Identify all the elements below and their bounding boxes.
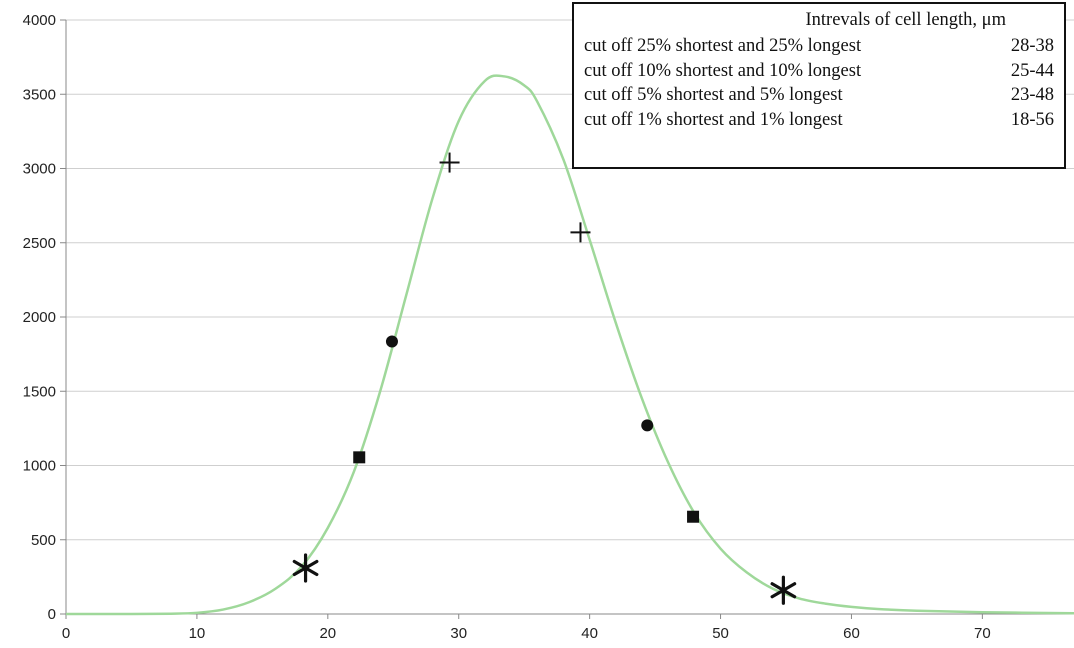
marker-asterisk-arm (781, 588, 797, 599)
y-tick-label: 3500 (23, 86, 56, 103)
x-tick-label: 20 (319, 625, 336, 642)
curve-layer (65, 74, 1074, 616)
legend-row-range: 18-56 (1010, 109, 1054, 130)
marker-asterisk-arm (303, 559, 319, 570)
marker-asterisk-arm (292, 559, 308, 570)
legend-row-range: 28-38 (1010, 36, 1054, 56)
y-tick-label: 500 (31, 532, 56, 549)
y-tick-label: 1000 (23, 458, 56, 475)
x-tick-label: 60 (843, 625, 860, 642)
marker-asterisk (292, 553, 319, 583)
marker-asterisk-arm (292, 566, 308, 577)
legend-row-label: cut off 5% shortest and 5% longest (584, 85, 843, 105)
legend-row-range: 25-44 (1010, 60, 1054, 81)
marker-layer (292, 152, 797, 605)
legend-row-label: cut off 1% shortest and 1% longest (584, 109, 843, 130)
grid (66, 19, 1074, 615)
legend-header: Intrevals of cell length, μm (805, 10, 1006, 30)
legend-row: cut off 1% shortest and 1% longest 18-56 (584, 108, 1054, 133)
y-tick-label: 4000 (23, 12, 56, 29)
y-tick-label: 3000 (23, 161, 56, 178)
legend: Intrevals of cell length, μm cut off 25%… (572, 2, 1066, 169)
y-tick-label: 1500 (23, 383, 56, 400)
marker-plus (570, 222, 591, 243)
legend-row-range: 23-48 (1010, 85, 1054, 105)
x-tick-label: 50 (712, 625, 729, 642)
x-tick-label: 40 (581, 625, 598, 642)
legend-row-label: cut off 25% shortest and 25% longest (584, 36, 862, 56)
y-tick-label: 0 (48, 606, 56, 623)
legend-row-label: cut off 10% shortest and 10% longest (584, 60, 862, 81)
marker-asterisk (770, 575, 797, 605)
legend-row: cut off 5% shortest and 5% longest 23-48 (584, 83, 1054, 108)
x-tick-label: 10 (189, 625, 206, 642)
y-tick-label: 2000 (23, 309, 56, 326)
marker-asterisk-arm (781, 582, 797, 592)
y-tick-label: 2500 (23, 235, 56, 252)
x-tick-label: 70 (974, 625, 991, 642)
x-tick-label: 0 (62, 625, 70, 642)
series-line (65, 74, 1074, 616)
marker-square (687, 510, 700, 523)
x-tick-label: 30 (450, 625, 467, 642)
legend-row: cut off 10% shortest and 10% longest 25-… (584, 59, 1054, 84)
marker-asterisk-arm (770, 582, 785, 592)
marker-asterisk-arm (303, 566, 319, 577)
legend-row: cut off 25% shortest and 25% longest 28-… (584, 34, 1054, 59)
marker-plus (439, 152, 460, 173)
marker-square (353, 451, 366, 464)
marker-asterisk-arm (770, 588, 785, 599)
axes: 0 500 1000 1500 2000 2500 3000 3500 4000 0 10 20 30 4… (23, 12, 991, 642)
marker-circle (641, 419, 654, 432)
marker-circle (385, 335, 398, 348)
